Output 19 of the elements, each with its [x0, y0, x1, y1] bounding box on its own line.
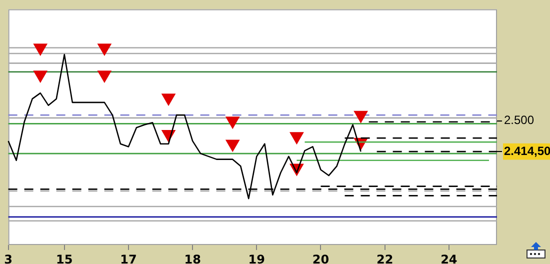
y-tick-label: 2.414,50: [504, 144, 550, 158]
point: [226, 116, 240, 128]
x-tick-label: 24: [440, 252, 458, 264]
point: [98, 44, 112, 56]
x-tick-label: 17: [120, 252, 137, 264]
point: [354, 110, 368, 123]
x-tick-label: 22: [376, 252, 394, 264]
x-tick-label: 15: [56, 252, 73, 264]
x-tick-label: 20: [312, 252, 330, 264]
point: [226, 140, 240, 152]
point: [34, 44, 48, 56]
point: [162, 94, 176, 106]
x-tick-label: 19: [248, 252, 266, 264]
x-tick-label: 18: [184, 252, 201, 264]
point: [290, 132, 304, 144]
y-tick-label: 2.500: [504, 113, 534, 128]
x-tick-label: 3: [4, 252, 12, 264]
point: [98, 70, 112, 82]
point: [34, 70, 48, 82]
